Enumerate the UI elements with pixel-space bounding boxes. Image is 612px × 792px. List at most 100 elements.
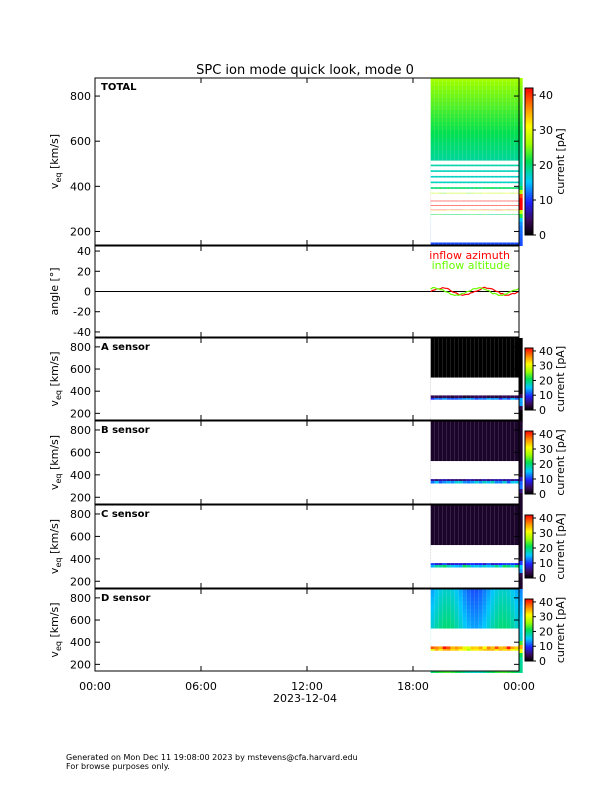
heatmap-cell — [462, 481, 467, 485]
heatmap-cell — [462, 134, 467, 138]
heatmap-cell — [486, 597, 491, 601]
heatmap-cell — [458, 186, 463, 190]
heatmap-cell — [478, 593, 483, 597]
heatmap-cell — [518, 86, 523, 90]
heatmap-cell — [490, 605, 495, 609]
heatmap-cell — [486, 525, 491, 529]
colorbar-tick-label: 40 — [539, 596, 553, 609]
heatmap-cell — [462, 613, 467, 617]
heatmap-cell — [430, 358, 435, 362]
heatmap-cell — [478, 453, 483, 457]
heatmap-cell — [430, 433, 435, 437]
heatmap-cell — [434, 142, 439, 146]
heatmap-cell — [486, 146, 491, 150]
heatmap-cell — [434, 370, 439, 374]
y-tick-label: 400 — [70, 553, 91, 566]
heatmap-cell — [486, 362, 491, 366]
heatmap-cell — [470, 521, 475, 525]
heatmap-gaps — [430, 377, 519, 420]
heatmap-cell — [506, 505, 511, 509]
heatmap-cell — [458, 354, 463, 358]
heatmap-cell — [482, 110, 487, 114]
heatmap-cell — [506, 529, 511, 533]
heatmap-cell — [458, 174, 463, 178]
heatmap-cell — [474, 441, 479, 445]
heatmap-cell — [442, 441, 447, 445]
heatmap-cell — [458, 565, 463, 569]
heatmap-cell — [438, 517, 443, 521]
heatmap-cell — [490, 122, 495, 126]
heatmap-cell — [474, 521, 479, 525]
heatmap-cell — [486, 338, 491, 342]
heatmap-cell — [518, 605, 523, 609]
heatmap-cell — [518, 214, 523, 218]
heatmap-cell — [442, 138, 447, 142]
heatmap-cell — [498, 138, 503, 142]
heatmap-cell — [498, 505, 503, 509]
heatmap-cell — [462, 350, 467, 354]
heatmap-cell — [506, 350, 511, 354]
heatmap-cell — [454, 541, 459, 545]
heatmap-cell — [430, 525, 435, 529]
heatmap-cell — [482, 142, 487, 146]
heatmap-cell — [434, 565, 439, 569]
heatmap-cell — [498, 106, 503, 110]
heatmap-cell — [498, 521, 503, 525]
heatmap-cell — [446, 593, 451, 597]
heatmap-cell — [454, 613, 459, 617]
heatmap-cell — [462, 645, 467, 649]
gap-bin — [430, 666, 519, 671]
heatmap-cell — [506, 433, 511, 437]
heatmap-cell — [434, 186, 439, 190]
heatmap-cell — [482, 509, 487, 513]
heatmap-cell — [466, 394, 471, 398]
heatmap-cell — [514, 102, 519, 106]
heatmap-cell — [518, 394, 523, 398]
heatmap-gaps — [430, 545, 519, 588]
heatmap-cell — [430, 445, 435, 449]
heatmap-cell — [514, 421, 519, 425]
heatmap-cell — [458, 154, 463, 158]
y-tick-label: 400 — [70, 636, 91, 649]
heatmap-cell — [474, 505, 479, 509]
heatmap-cell — [478, 425, 483, 429]
heatmap-cell — [490, 118, 495, 122]
heatmap-cell — [498, 601, 503, 605]
heatmap-cell — [454, 597, 459, 601]
gap-bin — [430, 196, 519, 201]
heatmap-cell — [518, 130, 523, 134]
heatmap-cell — [462, 457, 467, 461]
heatmap-cell — [470, 86, 475, 90]
heatmap-cell — [518, 194, 523, 198]
heatmap-cell — [438, 98, 443, 102]
heatmap-cell — [490, 453, 495, 457]
heatmap-cell — [518, 565, 523, 569]
heatmap-cell — [518, 609, 523, 613]
heatmap-cell — [458, 453, 463, 457]
heatmap-cell — [430, 593, 435, 597]
heatmap-cell — [438, 94, 443, 98]
heatmap-cell — [442, 114, 447, 118]
heatmap-cell — [474, 138, 479, 142]
heatmap-cell — [458, 481, 463, 485]
heatmap-cell — [494, 126, 499, 130]
heatmap-cell — [474, 146, 479, 150]
heatmap-cell — [462, 394, 467, 398]
heatmap-cell — [494, 150, 499, 154]
heatmap-cell — [470, 242, 475, 246]
heatmap-cell — [514, 453, 519, 457]
heatmap-cell — [510, 394, 515, 398]
heatmap-cell — [502, 134, 507, 138]
heatmap-cell — [438, 525, 443, 529]
heatmap-cell — [430, 537, 435, 541]
heatmap-cell — [482, 625, 487, 629]
heatmap-cell — [506, 346, 511, 350]
heatmap-cell — [470, 421, 475, 425]
heatmap-cell — [494, 90, 499, 94]
heatmap-cell — [430, 122, 435, 126]
heatmap-cell — [486, 174, 491, 178]
heatmap-cell — [486, 94, 491, 98]
heatmap-cell — [506, 593, 511, 597]
heatmap-cell — [490, 525, 495, 529]
heatmap-cell — [430, 509, 435, 513]
